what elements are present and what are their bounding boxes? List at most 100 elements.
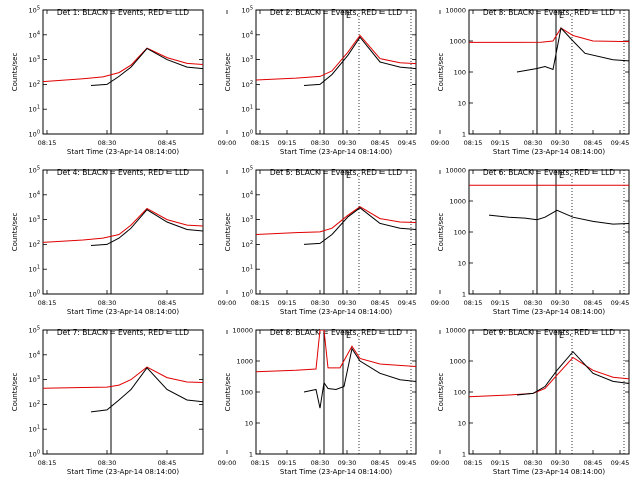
- y-tick-label: 101: [29, 105, 40, 114]
- series-line-lld: [43, 207, 203, 243]
- x-tick-label: 08:45: [158, 139, 177, 147]
- detector-panel-2: Det 2: BLACK = Events, RED = LLD10010110…: [224, 6, 629, 157]
- marker-annotation: E: [346, 11, 351, 20]
- x-tick-label: 08:45: [584, 459, 603, 467]
- x-tick-label: 08:15: [464, 299, 483, 307]
- x-tick-label: 08:15: [251, 299, 270, 307]
- series-line-lld: [469, 356, 629, 398]
- y-tick-label: 103: [242, 55, 253, 64]
- y-tick-label: 10000: [445, 167, 466, 175]
- x-tick-label: 08:45: [371, 459, 390, 467]
- x-tick-label: 08:45: [584, 139, 603, 147]
- x-tick-label: 08:30: [98, 299, 117, 307]
- chart-title: Det 4: BLACK = Events, RED = LLD: [57, 168, 189, 177]
- detector-panel-5: Det 5: BLACK = Events, RED = LLD 100 10 1 10…: [224, 166, 629, 317]
- y-tick-label: 1000: [449, 38, 466, 46]
- x-tick-label: 08:30: [524, 459, 543, 467]
- series-line-lld: [256, 206, 416, 235]
- y-tick-label: 105: [29, 6, 40, 15]
- x-tick-label: 09:45: [398, 139, 417, 147]
- x-tick-label: 08:45: [158, 459, 177, 467]
- y-tick-label: 10: [458, 420, 466, 428]
- x-tick-label: 08:45: [584, 299, 603, 307]
- y-tick-label: 104: [29, 30, 40, 39]
- detector-panel-4: Det 4: BLACK = Events, RED = LLD 100 101 10…: [11, 166, 416, 317]
- plot-frame: [255, 329, 417, 455]
- marker-annotation: E: [559, 11, 564, 20]
- y-tick-label: 100: [454, 229, 466, 237]
- x-tick-label: 09:15: [491, 459, 510, 467]
- y-tick-label: 105: [29, 326, 40, 335]
- y-axis-label: Counts/sec: [437, 213, 445, 252]
- x-tick-label: 09:00: [431, 139, 450, 147]
- series-line-events: [90, 47, 203, 86]
- y-tick-label: 100: [29, 130, 40, 139]
- y-tick-label: 105: [29, 166, 40, 175]
- y-tick-label: 10: [458, 100, 466, 108]
- plot-frame: [42, 9, 204, 135]
- y-tick-label: 10: [458, 260, 466, 268]
- y-tick-label: 102: [29, 240, 40, 249]
- chart-title: Det 8: BLACK = Events, RED = LLD: [270, 328, 402, 337]
- x-axis-label: Start Time (23-Apr-14 08:14:00): [493, 468, 605, 476]
- x-tick-label: 09:45: [611, 299, 630, 307]
- x-tick-label: 09:45: [398, 299, 417, 307]
- x-tick-label: 09:00: [218, 299, 237, 307]
- series-line-events: [516, 350, 629, 396]
- detector-panel-8: Det 8: BLACK = Events, RED = LLD11010010…: [224, 327, 629, 477]
- y-tick-label: 101: [29, 425, 40, 434]
- x-tick-label: 08:30: [524, 139, 543, 147]
- series-line-events: [488, 209, 629, 225]
- x-tick-label: 09:15: [278, 139, 297, 147]
- y-tick-label: 10000: [232, 327, 253, 335]
- plot-frame: [255, 9, 417, 135]
- x-tick-label: 08:30: [98, 139, 117, 147]
- x-tick-label: 08:30: [524, 299, 543, 307]
- y-tick-label: 1: [249, 451, 253, 459]
- detector-panel-7: Det 7: BLACK = Events, RED = LLD10010110…: [11, 326, 416, 477]
- x-tick-label: 08:15: [464, 459, 483, 467]
- x-tick-label: 09:15: [491, 299, 510, 307]
- y-tick-label: 1: [462, 451, 466, 459]
- plot-frame: [468, 329, 630, 455]
- x-tick-label: 08:15: [251, 139, 270, 147]
- x-tick-label: 08:15: [464, 139, 483, 147]
- x-axis-label: Start Time (23-Apr-14 08:14:00): [67, 148, 179, 156]
- y-tick-label: 100: [454, 389, 466, 397]
- chart-title: Det 7: BLACK = Events, RED = LLD: [57, 328, 189, 337]
- x-tick-label: 08:15: [38, 459, 57, 467]
- x-tick-label: 09:45: [398, 459, 417, 467]
- x-tick-label: 08:30: [98, 459, 117, 467]
- series-line-lld: [256, 330, 416, 373]
- series-line-lld: [469, 27, 629, 43]
- chart-title: Det 5: BLACK = Events, RED = LLD: [270, 168, 402, 177]
- y-tick-label: 1000: [236, 358, 253, 366]
- y-axis-label: Counts/sec: [437, 53, 445, 92]
- chart-title: Det 3: BLACK = Events, RED = LLD: [483, 8, 615, 17]
- y-tick-label: 102: [242, 80, 253, 89]
- series-line-events: [516, 27, 629, 73]
- y-tick-label: 1: [462, 131, 466, 139]
- y-tick-label: 103: [242, 215, 253, 224]
- x-tick-label: 09:30: [338, 459, 357, 467]
- series-line-events: [303, 207, 416, 245]
- y-tick-label: 102: [242, 240, 253, 249]
- y-axis-label: Counts/sec: [224, 373, 232, 412]
- y-tick-label: 1: [462, 291, 466, 299]
- plot-frame: [468, 169, 630, 295]
- y-tick-label: 1000: [449, 198, 466, 206]
- y-tick-label: 103: [29, 55, 40, 64]
- marker-annotation: E: [559, 331, 564, 340]
- y-tick-label: 102: [29, 400, 40, 409]
- series-line-events: [90, 367, 203, 413]
- y-tick-label: 100: [29, 290, 40, 299]
- y-axis-label: Counts/sec: [437, 373, 445, 412]
- y-tick-label: 104: [242, 30, 253, 39]
- y-tick-label: 103: [29, 375, 40, 384]
- y-tick-label: 1000: [449, 358, 466, 366]
- x-tick-label: 09:30: [551, 299, 570, 307]
- plot-frame: [468, 9, 630, 135]
- x-tick-label: 09:00: [431, 299, 450, 307]
- y-tick-label: 102: [29, 80, 40, 89]
